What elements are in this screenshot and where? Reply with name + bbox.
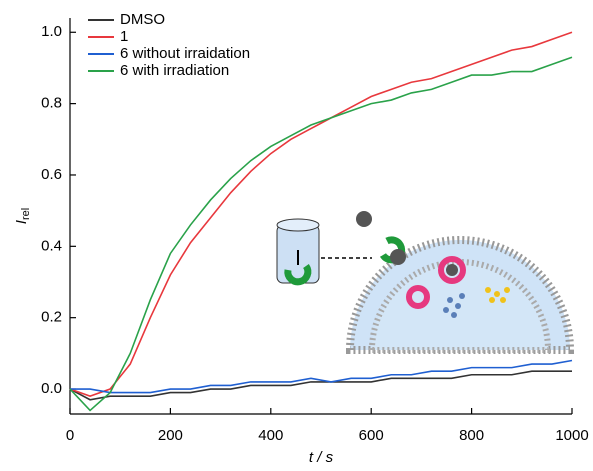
y-axis-label: Irel	[13, 208, 32, 224]
legend-label: 6 without irraidation	[120, 45, 250, 62]
series-line	[70, 359, 573, 394]
legend-label: 6 with irradiation	[120, 62, 229, 79]
y-axis-label-main: I	[13, 220, 30, 224]
legend-label: 1	[120, 28, 128, 45]
series-line	[69, 370, 572, 401]
y-tick-label: 0.2	[41, 309, 62, 326]
x-tick-label: 1000	[555, 427, 588, 444]
legend-label: DMSO	[120, 11, 165, 28]
y-tick-label: 0.0	[41, 380, 62, 397]
y-tick-label: 0.4	[41, 237, 62, 254]
series-line	[69, 56, 573, 412]
x-tick-label: 200	[158, 427, 183, 444]
x-tick-label: 400	[258, 427, 283, 444]
y-axis-label-sub: rel	[20, 208, 32, 220]
y-tick-label: 0.8	[41, 95, 62, 112]
x-tick-label: 800	[459, 427, 484, 444]
inset-illustration	[276, 211, 575, 354]
x-axis-label: t / s	[309, 449, 334, 466]
x-tick-label: 0	[66, 427, 74, 444]
series-line	[69, 31, 573, 398]
y-tick-label: 1.0	[41, 23, 62, 40]
y-tick-label: 0.6	[41, 166, 62, 183]
x-tick-label: 600	[359, 427, 384, 444]
